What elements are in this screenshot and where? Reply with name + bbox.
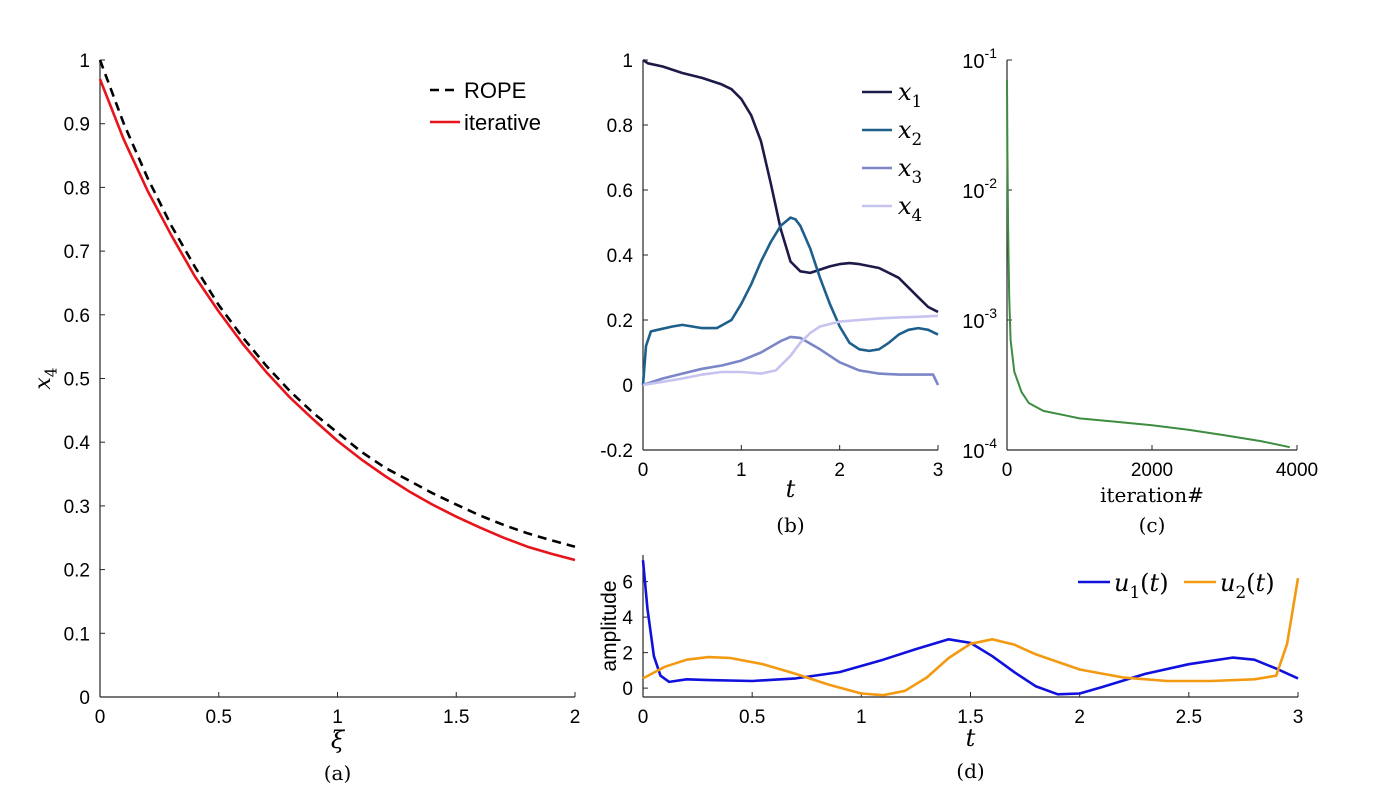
panel-caption: (b) <box>776 513 804 537</box>
x-tick-label: 0 <box>1002 460 1013 481</box>
series-line-x4 <box>642 314 939 387</box>
y-tick-label: 0.6 <box>64 306 90 327</box>
x-tick-label: 1 <box>856 707 867 728</box>
y-tick-label: 10-1 <box>962 45 997 73</box>
series-line-x1 <box>642 58 939 314</box>
y-tick-label: 4 <box>622 608 633 629</box>
x-tick-label: 2 <box>570 707 581 728</box>
series-line-u2(t) <box>642 577 1300 697</box>
y-tick-label: 0.8 <box>64 178 90 199</box>
x-tick-label: 0 <box>638 707 649 728</box>
y-tick-label: 1 <box>622 51 633 72</box>
y-axis-label: amplitude <box>598 580 621 671</box>
y-tick-label: 0.2 <box>64 561 90 582</box>
y-tick-label: 0.1 <box>64 624 90 645</box>
x-tick-label: 0 <box>95 707 106 728</box>
y-tick-label: 0 <box>79 688 90 709</box>
chart-0: 0 0.5 1 1.5 200.10.20.30.40.50.60.70.80.91ξx… <box>31 51 580 785</box>
panel-caption: (c) <box>1139 513 1166 537</box>
legend-label: iterative <box>464 110 541 135</box>
y-tick-label: 0.3 <box>64 497 90 518</box>
x-tick-label: 2.5 <box>1176 707 1202 728</box>
legend-label: u2(t) <box>1220 569 1275 602</box>
panel-caption: (d) <box>956 759 984 783</box>
y-tick-label: 10-2 <box>962 175 997 203</box>
y-tick-label: 0.4 <box>607 246 634 267</box>
x-tick-label: 1.5 <box>957 707 983 728</box>
series-line-x3 <box>642 335 940 387</box>
y-tick-label: 0.6 <box>607 181 633 202</box>
legend-label: ROPE <box>464 78 526 103</box>
x-tick-label: 2 <box>1074 707 1085 728</box>
x-tick-label: 1.5 <box>443 707 469 728</box>
y-tick-label: 0.7 <box>64 242 90 263</box>
series-line-0 <box>1006 80 1291 449</box>
legend-label: u1(t) <box>1114 569 1169 602</box>
y-tick-label: 10-4 <box>962 435 997 463</box>
chart-3: 0 0.5 1 1.5 2 2.5 3 0 2 4 6 t amplitude (d) u1(t) u2(t) <box>598 555 1303 783</box>
legend-label: x1 <box>898 78 922 111</box>
y-tick-label: 6 <box>622 573 633 594</box>
legend-label: x3 <box>898 154 922 187</box>
x-tick-label: 2000 <box>1131 460 1173 481</box>
y-tick-label: 0.2 <box>607 311 633 332</box>
x-axis-label: t <box>966 724 976 752</box>
x-tick-label: 2 <box>834 460 845 481</box>
x-tick-label: 0 <box>638 460 649 481</box>
x-tick-label: 0.5 <box>739 707 765 728</box>
series-line-ROPE <box>98 59 576 548</box>
y-tick-label: 0.4 <box>64 433 91 454</box>
legend-label: x2 <box>898 116 922 149</box>
y-tick-label: 0.9 <box>64 115 90 136</box>
x-axis-label: ξ <box>331 726 346 754</box>
series-line-x2 <box>641 216 939 386</box>
y-tick-label: 0 <box>622 679 633 700</box>
legend-label: x4 <box>898 192 922 225</box>
series-line-u1(t) <box>641 560 1299 696</box>
series-line-iterative <box>98 78 576 562</box>
x-tick-label: 0.5 <box>206 707 232 728</box>
y-tick-label: 2 <box>622 644 633 665</box>
y-tick-label: 10-3 <box>962 305 997 333</box>
x-tick-label: 3 <box>933 460 944 481</box>
x-axis-label: t <box>786 475 796 503</box>
y-tick-label: 0.8 <box>607 116 633 137</box>
y-tick-label: -0.2 <box>600 441 633 462</box>
x-tick-label: 3 <box>1293 707 1304 728</box>
x-tick-label: 1 <box>332 707 343 728</box>
x-tick-label: 4000 <box>1276 460 1318 481</box>
x-tick-label: 1 <box>736 460 747 481</box>
y-tick-label: 0 <box>622 376 633 397</box>
y-tick-label: 1 <box>79 51 90 72</box>
panel-caption: (a) <box>324 761 352 785</box>
chart-2: 0 2000 4000 10-1 10-2 10-3 10-4 iteration# (c) <box>962 45 1318 537</box>
y-tick-label: 0.5 <box>64 370 90 391</box>
x-axis-label: iteration# <box>1100 483 1204 507</box>
y-axis-label: x4 <box>31 367 61 389</box>
